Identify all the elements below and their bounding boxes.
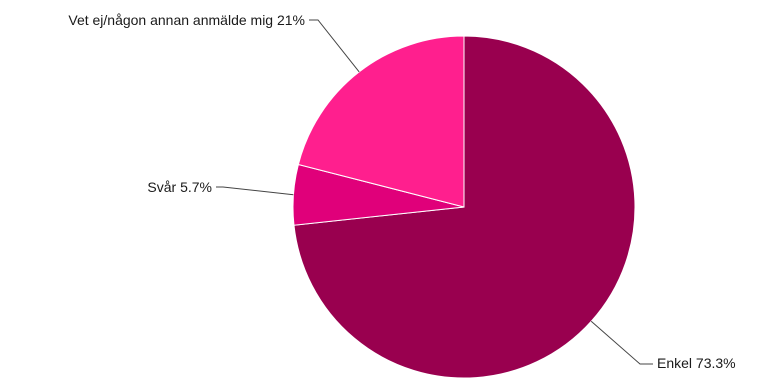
leader-line xyxy=(309,19,360,73)
leader-lines xyxy=(216,19,653,365)
slice-labels: Enkel 73.3% Svår 5.7% Vet ej/någon annan a… xyxy=(68,12,735,371)
leader-line xyxy=(590,320,653,365)
leader-line xyxy=(216,186,294,196)
slice-label: Svår 5.7% xyxy=(147,179,212,195)
slice-label: Enkel 73.3% xyxy=(657,355,736,371)
slice-label: Vet ej/någon annan anmälde mig 21% xyxy=(68,12,305,28)
pie-slice-vet-ej-någon-annan-anmälde-mig xyxy=(297,35,465,208)
pie-slices xyxy=(292,35,636,378)
